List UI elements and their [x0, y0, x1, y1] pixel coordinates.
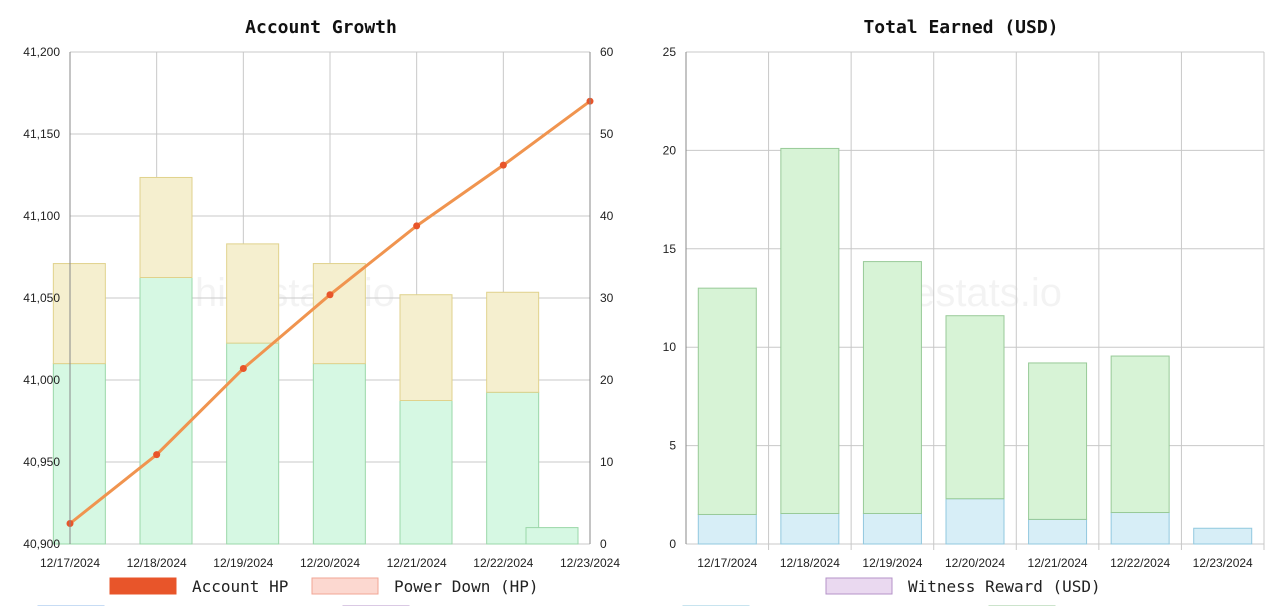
y-tick-label-left: 41,200: [23, 45, 60, 59]
account-hp-point: [413, 222, 421, 230]
bar-power-up-hp: [139, 277, 193, 545]
bar-author-reward-usd: [1110, 355, 1170, 514]
account-growth-chart: Account Growth hivestats.io 40,90040,950…: [23, 17, 620, 606]
bar-author-reward-usd: [862, 261, 922, 514]
bar-curation-reward-usd: [697, 513, 757, 545]
bar-curation-rewards-hp: [486, 291, 540, 393]
x-tick-label: 12/23/2024: [1193, 556, 1253, 570]
bar-author-reward-usd: [697, 287, 757, 515]
x-tick-label: 12/20/2024: [945, 556, 1005, 570]
total-earned-chart: Total Earned (USD) hivestats.io 05101520…: [663, 17, 1265, 606]
bar-curation-rewards-hp: [226, 243, 280, 344]
y-tick-label-left: 41,050: [23, 291, 60, 305]
chart-title: Account Growth: [245, 17, 397, 38]
bar-author-reward-usd: [780, 147, 840, 514]
bar-curation-reward-usd: [945, 498, 1005, 545]
y-tick-label: 25: [663, 45, 677, 59]
y-tick-label-right: 30: [600, 291, 614, 305]
account-hp-point: [499, 161, 507, 169]
account-hp-point: [239, 365, 247, 373]
y-tick-label-right: 20: [600, 373, 614, 387]
y-tick-label-right: 60: [600, 45, 614, 59]
x-tick-label: 12/20/2024: [300, 556, 360, 570]
x-tick-label: 12/18/2024: [127, 556, 187, 570]
y-tick-label-left: 41,150: [23, 127, 60, 141]
bar-author-reward-usd: [945, 315, 1005, 500]
bar-power-up-hp: [525, 527, 579, 545]
bar-curation-rewards-hp: [139, 176, 193, 279]
x-tick-label: 12/18/2024: [780, 556, 840, 570]
bar-curation-rewards-hp: [312, 263, 366, 365]
y-tick-label-right: 40: [600, 209, 614, 223]
y-tick-label: 15: [663, 242, 677, 256]
bar-curation-reward-usd: [1028, 518, 1088, 545]
y-tick-label-left: 41,000: [23, 373, 60, 387]
bar-curation-reward-usd: [1193, 527, 1253, 545]
y-tick-label: 5: [669, 439, 676, 453]
legend-swatch[interactable]: [311, 577, 379, 595]
y-tick-label: 20: [663, 143, 677, 157]
legend-swatch[interactable]: [109, 577, 177, 595]
legend-label[interactable]: Witness Reward (USD): [908, 577, 1101, 596]
x-tick-label: 12/22/2024: [473, 556, 533, 570]
x-tick-label: 12/17/2024: [40, 556, 100, 570]
bar-power-up-hp: [226, 342, 280, 545]
y-tick-label-right: 0: [600, 537, 607, 551]
x-tick-label: 12/23/2024: [560, 556, 620, 570]
y-tick-label: 10: [663, 340, 677, 354]
y-tick-label-right: 10: [600, 455, 614, 469]
bar-power-up-hp: [312, 363, 366, 545]
x-tick-label: 12/19/2024: [213, 556, 273, 570]
bar-author-reward-usd: [1028, 362, 1088, 520]
y-tick-label-left: 41,100: [23, 209, 60, 223]
y-tick-label-left: 40,900: [23, 537, 60, 551]
y-tick-label-left: 40,950: [23, 455, 60, 469]
x-tick-label: 12/22/2024: [1110, 556, 1170, 570]
x-tick-label: 12/19/2024: [862, 556, 922, 570]
y-tick-label-right: 50: [600, 127, 614, 141]
chart-title: Total Earned (USD): [863, 17, 1058, 38]
y-tick-label: 0: [669, 537, 676, 551]
x-tick-label: 12/21/2024: [387, 556, 447, 570]
bar-curation-rewards-hp: [52, 263, 106, 365]
bar-curation-reward-usd: [862, 512, 922, 545]
bar-curation-reward-usd: [1110, 512, 1170, 545]
bar-power-up-hp: [399, 400, 453, 545]
bar-power-up-hp: [52, 363, 106, 545]
legend-swatch[interactable]: [825, 577, 893, 595]
x-tick-label: 12/17/2024: [697, 556, 757, 570]
bar-power-up-hp: [486, 391, 540, 545]
bar-curation-rewards-hp: [399, 294, 453, 401]
account-hp-point: [326, 291, 334, 299]
legend-label[interactable]: Account HP: [192, 577, 288, 596]
legend-label[interactable]: Power Down (HP): [394, 577, 539, 596]
account-hp-point: [153, 451, 161, 459]
bar-curation-reward-usd: [780, 512, 840, 545]
x-tick-label: 12/21/2024: [1028, 556, 1088, 570]
